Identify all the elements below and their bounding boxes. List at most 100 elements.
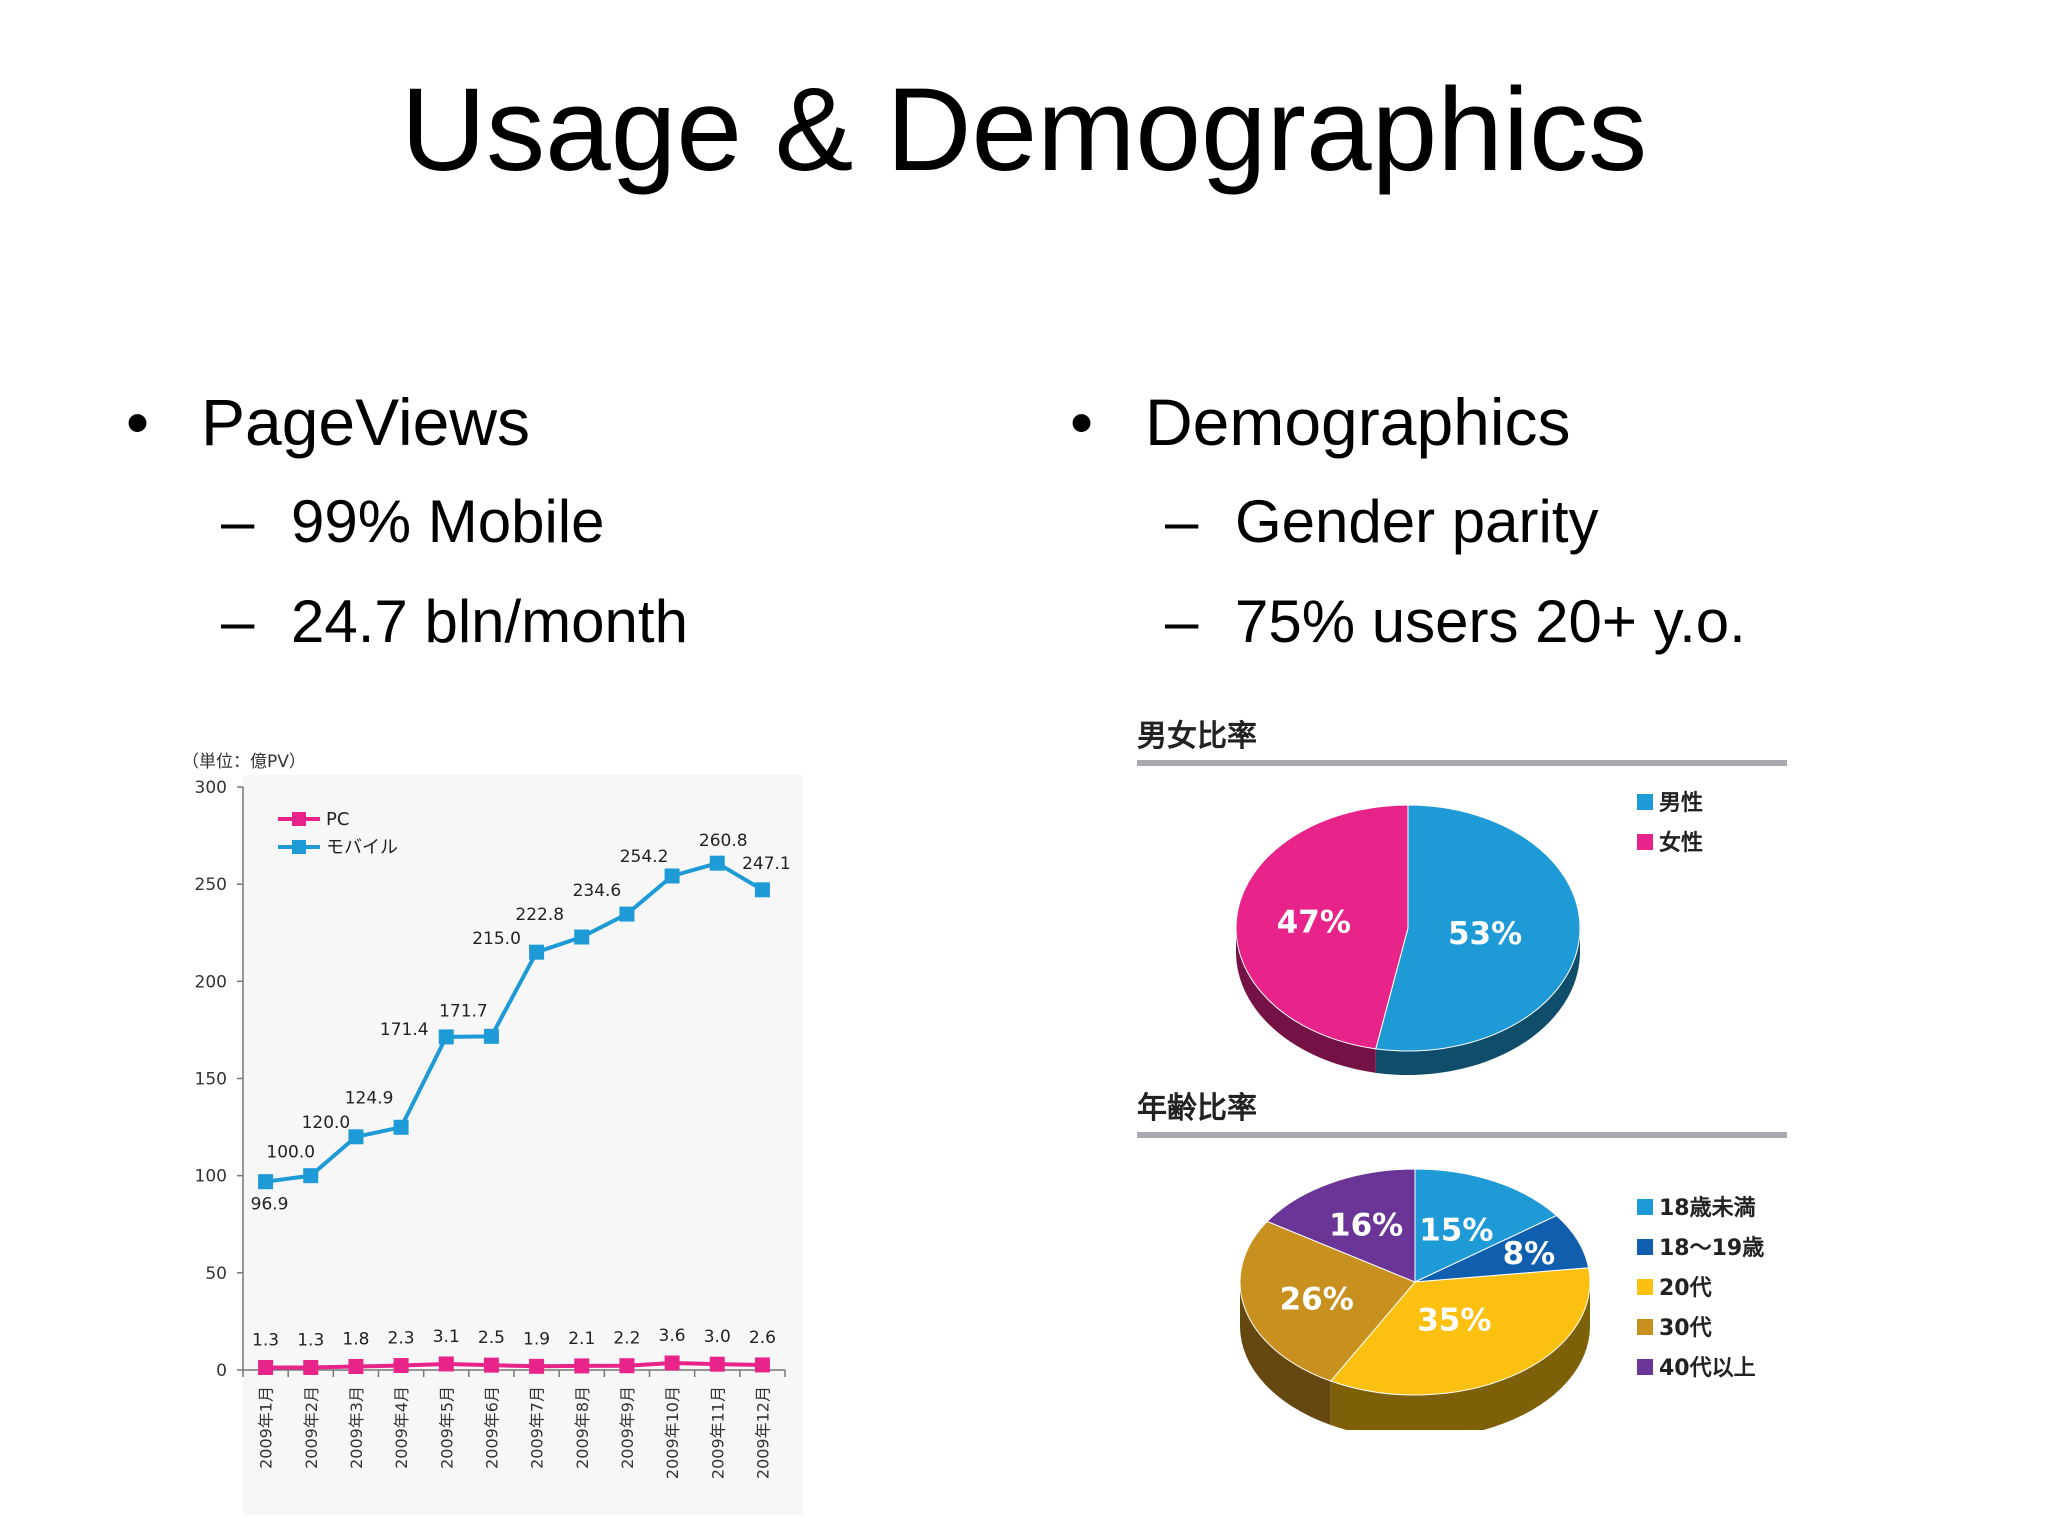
age-pie-legend-label: 20代 [1659,1276,1712,1301]
x-tick-label: 2009年9月 [618,1386,637,1469]
y-tick-label: 300 [195,778,227,798]
mobile-point [529,944,545,960]
legend-label: PC [326,809,349,830]
dash: – [221,588,255,655]
mobile-series-line [265,861,764,1184]
bullet-text: PageViews [201,385,531,459]
age-pie-value-label: 8% [1503,1236,1556,1272]
pageviews-line-chart: （単位：億PV） 0 50 100 150 200 250 300 2009年1月 2009年2月… [182,752,803,1515]
y-tick-label: 200 [195,972,227,992]
bullet-dot: • [1070,385,1094,459]
gender-pie-legend-label: 男性 [1659,791,1703,816]
mobile-data-label: 120.0 [302,1113,351,1133]
pc-point [258,1359,274,1375]
left-column: • PageViews – 99% Mobile – 24.7 bln/mont… [126,372,688,672]
pc-data-label: 3.6 [659,1326,686,1346]
mobile-data-label: 247.1 [742,854,791,874]
age-pie-legend-label: 18歳未満 [1659,1195,1756,1221]
y-tick-label: 150 [195,1070,227,1090]
mobile-point [483,1028,499,1044]
mobile-data-label: 96.9 [251,1195,289,1215]
pc-data-label: 3.1 [433,1327,460,1347]
sub-bullet: – 75% users 20+ y.o. [1070,572,1746,672]
age-pie-slice [1414,1168,1558,1283]
x-tick-label: 2009年2月 [302,1386,321,1469]
y-tick-label: 250 [195,875,227,895]
x-tick-label: 2009年1月 [257,1386,276,1469]
x-tick-label: 2009年5月 [437,1386,456,1469]
pc-point [393,1358,409,1374]
mobile-point [754,882,770,898]
pc-point [754,1357,770,1373]
gender-pie-slice-side [1375,928,1580,1075]
sub-bullet-text: 75% users 20+ y.o. [1235,588,1746,655]
legend-label: モバイル [326,837,398,858]
mobile-point [393,1119,409,1135]
gender-pie-slice [1375,804,1581,1052]
bullet-demographics: • Demographics [1070,372,1746,472]
mobile-point [664,868,680,884]
pc-point [664,1355,680,1371]
mobile-point [619,906,635,922]
age-pie-legend-swatch [1637,1239,1653,1255]
pc-point [348,1359,364,1375]
pc-series-line [265,1361,763,1370]
age-pie-slice-side [1240,1282,1331,1426]
pc-point [303,1359,319,1375]
age-pie-title-rule [1137,1132,1787,1138]
age-pie-legend-swatch [1637,1319,1653,1335]
pc-data-label: 2.6 [749,1328,776,1348]
legend-marker [292,812,306,826]
pc-data-label: 1.9 [523,1329,550,1349]
gender-pie-value-label: 47% [1277,905,1351,941]
mobile-data-label: 260.8 [699,831,748,851]
gender-pie-legend-label: 女性 [1659,830,1703,856]
age-pie-slice-side [1330,1282,1590,1430]
age-pie-legend-label: 18～19歳 [1659,1236,1764,1261]
x-tick-label: 2009年12月 [753,1386,772,1479]
sub-bullet-text: 99% Mobile [291,488,605,555]
pc-data-label: 2.5 [478,1328,505,1348]
dash: – [1165,588,1199,655]
pc-data-label: 2.3 [388,1329,415,1349]
slide-title: Usage & Demographics [400,64,1648,196]
age-pie-value-label: 35% [1417,1302,1491,1338]
mobile-point [348,1129,364,1145]
gender-pie-title: 男女比率 [1137,719,1257,754]
mobile-data-label: 222.8 [515,905,564,925]
sub-bullet: – 99% Mobile [126,472,688,572]
pc-data-label: 2.1 [568,1329,595,1349]
sub-bullet: – 24.7 bln/month [126,572,688,672]
pc-point [574,1358,590,1374]
gender-pie-slice [1235,804,1409,1050]
mobile-point [303,1168,319,1184]
mobile-data-label: 171.7 [439,1001,488,1021]
dash: – [221,488,255,555]
y-tick-label: 0 [216,1361,227,1381]
pc-point [483,1357,499,1373]
mobile-data-label: 124.9 [345,1088,394,1108]
age-pie-legend-swatch [1637,1199,1653,1215]
gender-pie-value-label: 53% [1448,916,1522,952]
age-pie-legend-swatch [1637,1359,1653,1375]
sub-bullet-text: 24.7 bln/month [291,588,688,655]
pc-point [709,1356,725,1372]
bullet-dot: • [126,385,150,459]
bullet-pageviews: • PageViews [126,372,688,472]
sub-bullet: – Gender parity [1070,472,1746,572]
x-tick-label: 2009年4月 [392,1386,411,1469]
pc-data-label: 3.0 [704,1327,731,1347]
bullet-text: Demographics [1145,385,1571,459]
age-pie-legend-swatch [1637,1279,1653,1295]
gender-pie-legend-swatch [1637,794,1653,810]
age-pie-value-label: 26% [1280,1281,1354,1317]
x-tick-label: 2009年6月 [482,1386,501,1469]
pc-point [438,1356,454,1372]
x-tick-label: 2009年11月 [708,1386,727,1479]
dash: – [1165,488,1199,555]
right-column: • Demographics – Gender parity – 75% use… [1070,372,1746,672]
pc-point [529,1358,545,1374]
mobile-point [258,1174,274,1190]
gender-pie-legend-swatch [1637,834,1653,850]
